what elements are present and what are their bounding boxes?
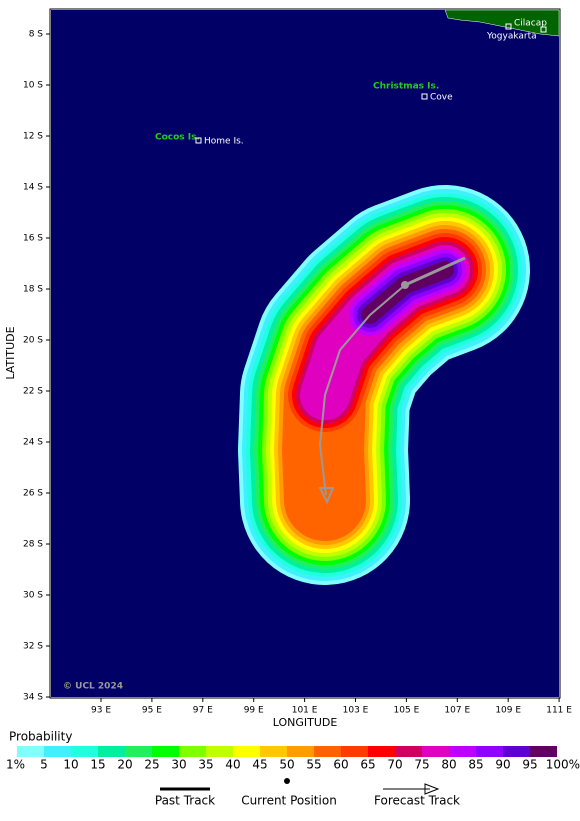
colorbar-label: 65 (360, 758, 375, 772)
lat-tick-label: 26 S (23, 489, 43, 499)
colorbar-label: 1% (6, 758, 25, 772)
forecast-track (318, 284, 406, 496)
colorbar-box (287, 746, 314, 757)
legend-title: Probability (9, 730, 72, 744)
colorbar-box (449, 746, 476, 757)
colorbar-box (233, 746, 260, 757)
lat-tick-label: 28 S (23, 540, 43, 550)
island-label: Christmas Is. (373, 82, 439, 92)
lat-tick-label: 22 S (23, 387, 43, 397)
colorbar-box (368, 746, 395, 757)
lat-tick-label: 32 S (23, 642, 43, 652)
place-marker (540, 26, 547, 33)
past-track (404, 256, 466, 287)
colorbar-box (17, 746, 44, 757)
lat-tick-label: 18 S (23, 285, 43, 295)
lat-tick-label: 20 S (23, 336, 43, 346)
land (444, 9, 560, 37)
lon-tick-label: 101 E (292, 706, 318, 716)
colorbar-label: 5 (40, 758, 48, 772)
island-label: Cocos Is. (155, 133, 200, 143)
colorbar-box (422, 746, 449, 757)
colorbar-box (530, 746, 557, 757)
lon-tick-label: 109 E (495, 706, 521, 716)
colorbar-label: 55 (306, 758, 321, 772)
colorbar-box (476, 746, 503, 757)
colorbar-label: 45 (252, 758, 267, 772)
colorbar-box (125, 746, 152, 757)
colorbar-label: 35 (198, 758, 213, 772)
colorbar-label: 80 (441, 758, 456, 772)
colorbar-label: 100% (546, 758, 580, 772)
legend-current-position (284, 778, 290, 784)
lat-tick-label: 34 S (23, 693, 43, 703)
x-axis-label: LONGITUDE (273, 716, 338, 729)
lat-tick-label: 12 S (23, 132, 43, 142)
legend-arrow (424, 783, 440, 795)
place-marker (505, 23, 512, 30)
place-label: Home Is. (204, 137, 244, 147)
lon-tick-label: 107 E (444, 706, 470, 716)
colorbar-box (260, 746, 287, 757)
lat-tick-label: 16 S (23, 234, 43, 244)
colorbar-label: 30 (171, 758, 186, 772)
colorbar-label: 20 (117, 758, 132, 772)
legend-label: Current Position (241, 794, 337, 808)
lat-tick-label: 10 S (23, 81, 43, 91)
copyright: © UCL 2024 (63, 682, 123, 692)
colorbar-box (44, 746, 71, 757)
colorbar-box (503, 746, 530, 757)
colorbar-label: 75 (414, 758, 429, 772)
colorbar-label: 95 (522, 758, 537, 772)
place-label: Cilacap (514, 19, 547, 29)
colorbar-label: 90 (495, 758, 510, 772)
lat-tick-label: 30 S (23, 591, 43, 601)
lon-tick-label: 111 E (546, 706, 572, 716)
lon-tick-label: 103 E (343, 706, 369, 716)
lon-tick-label: 105 E (394, 706, 420, 716)
lon-tick-label: 99 E (244, 706, 264, 716)
place-marker (195, 137, 202, 144)
lon-tick-label: 97 E (193, 706, 213, 716)
forecast-arrow (318, 487, 335, 505)
colorbar-box (206, 746, 233, 757)
colorbar-label: 70 (387, 758, 402, 772)
colorbar-box (395, 746, 422, 757)
colorbar-box (314, 746, 341, 757)
colorbar-box (341, 746, 368, 757)
colorbar-label: 25 (144, 758, 159, 772)
place-label: Cove (430, 93, 453, 103)
place-marker (421, 93, 428, 100)
lat-tick-label: 8 S (29, 30, 44, 40)
lon-tick-label: 95 E (142, 706, 162, 716)
colorbar-box (71, 746, 98, 757)
colorbar-label: 60 (333, 758, 348, 772)
colorbar-box (152, 746, 179, 757)
colorbar-label: 85 (468, 758, 483, 772)
legend-label: Forecast Track (374, 794, 460, 808)
colorbar-box (179, 746, 206, 757)
current-position (401, 281, 409, 289)
lat-tick-label: 14 S (23, 183, 43, 193)
colorbar-label: 50 (279, 758, 294, 772)
colorbar-label: 15 (90, 758, 105, 772)
colorbar-label: 10 (63, 758, 78, 772)
place-label: Yogyakarta (486, 32, 537, 42)
lat-tick-label: 24 S (23, 438, 43, 448)
legend-label: Past Track (155, 794, 215, 808)
colorbar-box (98, 746, 125, 757)
y-axis-label: LATITUDE (4, 326, 17, 379)
colorbar-label: 40 (225, 758, 240, 772)
lon-tick-label: 93 E (91, 706, 111, 716)
